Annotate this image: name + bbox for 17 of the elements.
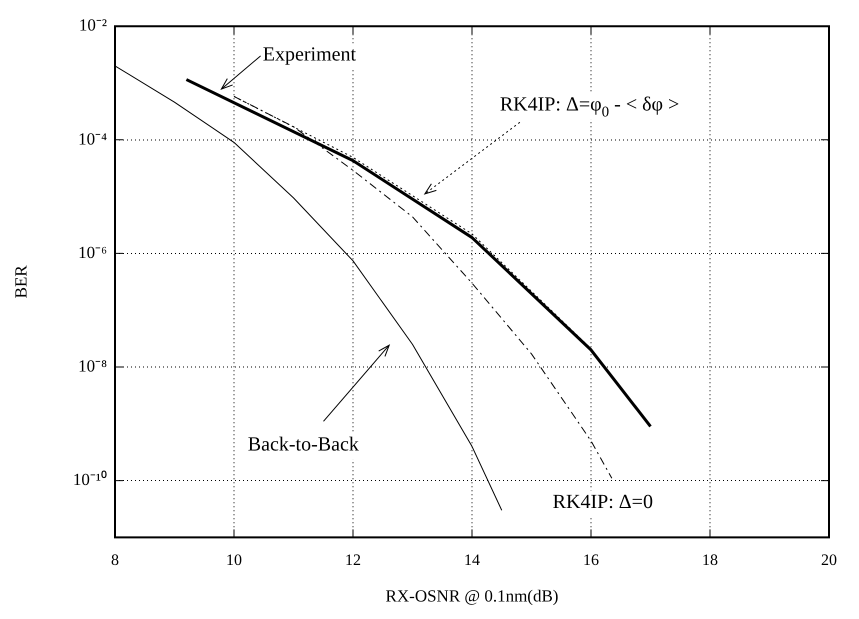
x-tick-label: 14 (464, 552, 480, 570)
x-tick-label: 18 (702, 552, 718, 570)
y-tick-label: 10⁻⁴ (78, 129, 108, 148)
y-tick-label: 10⁻⁶ (78, 242, 108, 262)
x-axis-title: RX-OSNR @ 0.1nm(dB) (386, 586, 558, 606)
y-tick-label: 10⁻² (78, 16, 107, 35)
y-tick-label: 10⁻⁸ (78, 356, 108, 376)
x-tick-label: 20 (821, 552, 837, 570)
annotation: Back-to-Back (248, 434, 359, 456)
x-tick-label: 10 (226, 552, 242, 570)
y-axis-title: BER (12, 264, 31, 298)
x-tick-label: 8 (111, 552, 119, 570)
x-tick-label: 12 (345, 552, 361, 570)
y-tick-label: 10⁻¹⁰ (72, 470, 107, 490)
annotation: Experiment (262, 44, 357, 66)
annotation: RK4IP: Δ=0 (552, 490, 653, 513)
x-tick-label: 16 (583, 552, 599, 570)
